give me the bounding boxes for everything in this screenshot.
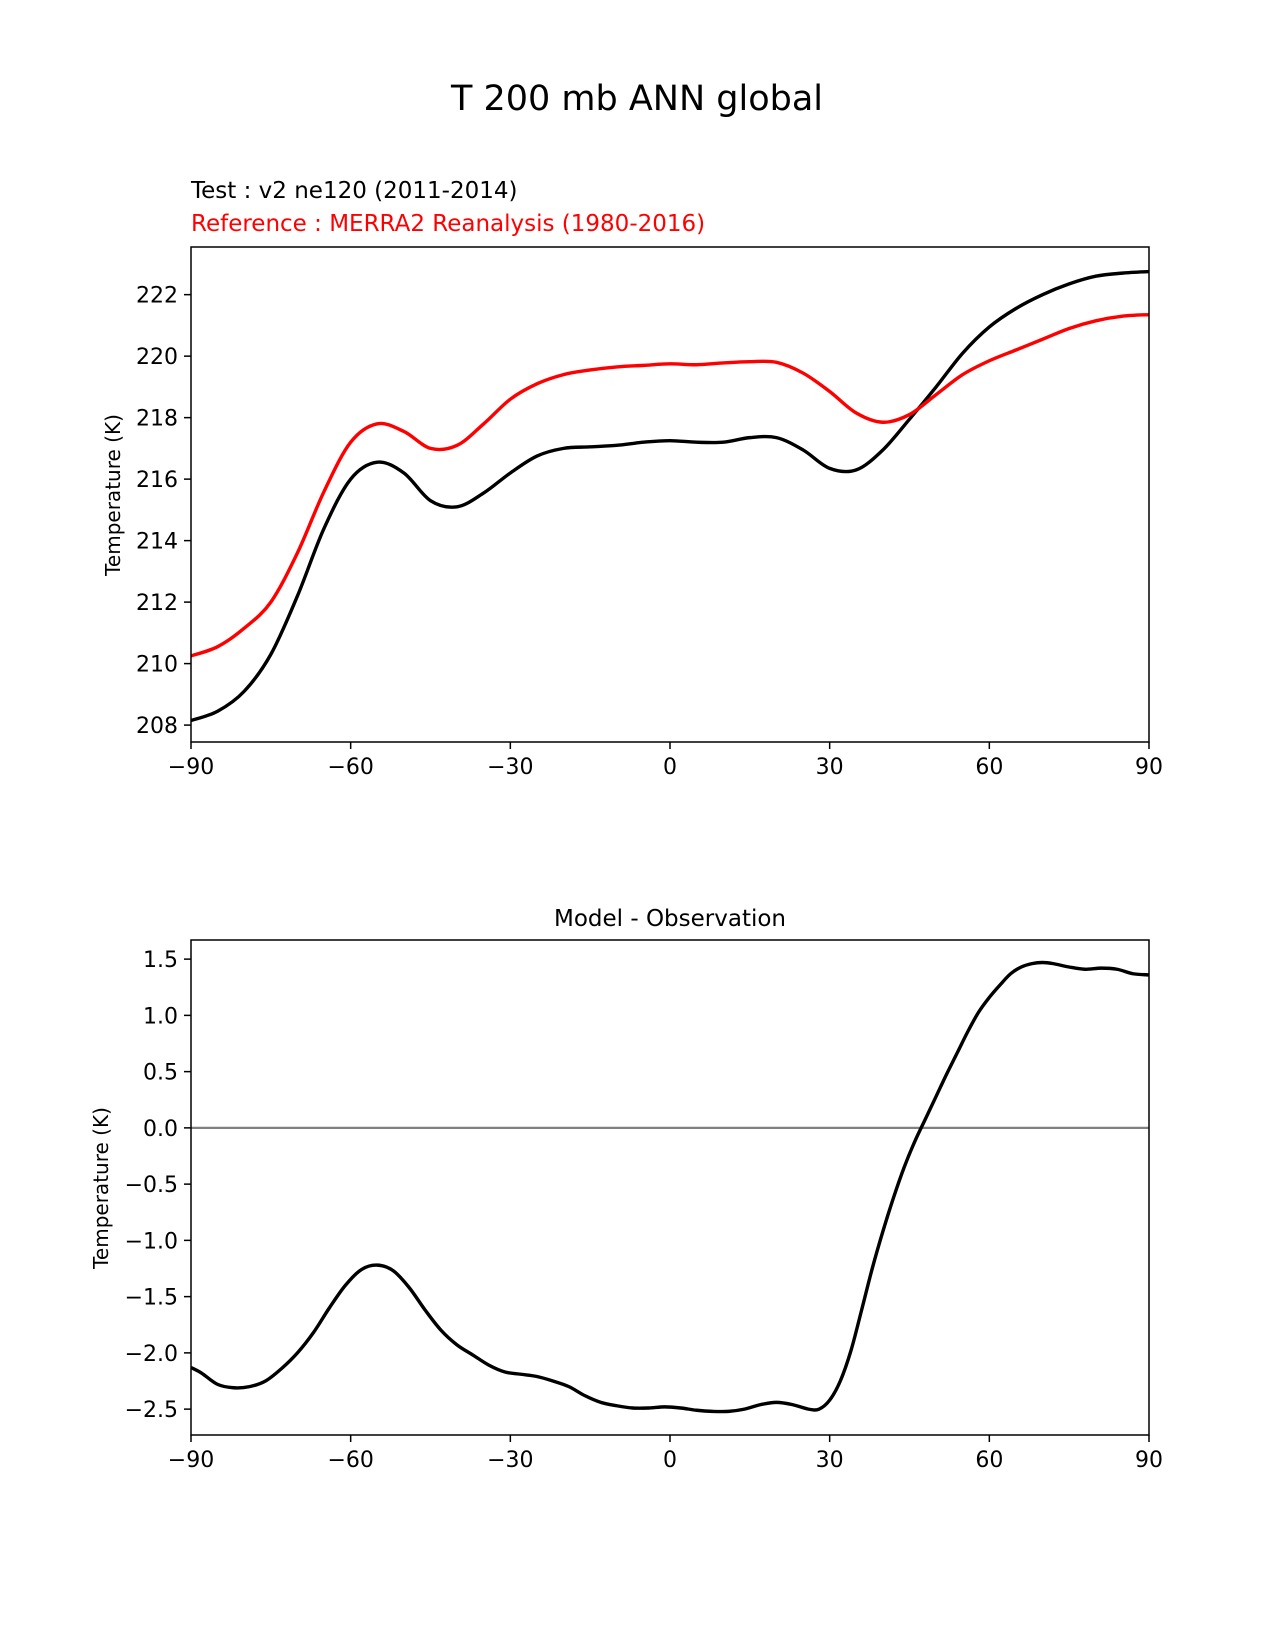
top-y-tick-label: 210 <box>136 653 178 678</box>
top-series <box>190 269 1150 723</box>
bottom-plot-frame <box>190 939 1150 1436</box>
bottom-x-tick-label: 30 <box>816 1448 844 1473</box>
top-y-axis-label: Temperature (K) <box>101 414 125 577</box>
bottom-y-tick-label: 0.0 <box>143 1117 178 1142</box>
difference-title: Model - Observation <box>554 906 786 932</box>
bottom-x-tick-label: 90 <box>1135 1448 1163 1473</box>
top-y-tick-label: 212 <box>136 591 178 616</box>
bottom-y-tick-label: −1.0 <box>125 1229 178 1254</box>
bottom-y-tick-label: 1.0 <box>143 1004 178 1029</box>
top-y-tick-label: 220 <box>136 345 178 370</box>
bottom-y-tick-label: 0.5 <box>143 1061 178 1086</box>
top-x-tick-label: 30 <box>816 755 844 780</box>
bottom-axis-ticks: −90 −60 −30 0 30 60 90 −2.5 −2.0 −1.5 −1.0 −0.5 0.0 0… <box>125 948 1163 1473</box>
reference-title: Reference : MERRA2 Reanalysis (1980-2016… <box>191 211 705 237</box>
top-x-tick-label: −60 <box>327 755 373 780</box>
bottom-x-tick-label: 0 <box>663 1448 677 1473</box>
bottom-x-tick-label: −90 <box>168 1448 214 1473</box>
top-x-tick-label: −90 <box>168 755 214 780</box>
bottom-y-axis-label: Temperature (K) <box>89 1107 113 1270</box>
top-x-tick-label: 60 <box>975 755 1003 780</box>
bottom-y-tick-label: −2.5 <box>125 1398 178 1423</box>
figure-title: T 200 mb ANN global <box>450 79 823 119</box>
bottom-x-tick-label: −30 <box>487 1448 533 1473</box>
bottom-series-line-0 <box>190 960 1150 1414</box>
top-y-tick-label: 208 <box>136 714 178 739</box>
bottom-y-tick-label: −2.0 <box>125 1342 178 1367</box>
top-y-tick-label: 214 <box>136 530 178 555</box>
bottom-x-tick-label: 60 <box>975 1448 1003 1473</box>
top-series-line-1 <box>190 312 1150 658</box>
top-y-tick-label: 216 <box>136 468 178 493</box>
top-x-tick-label: −30 <box>487 755 533 780</box>
bottom-y-tick-label: −0.5 <box>125 1173 178 1198</box>
top-y-tick-label: 218 <box>136 407 178 432</box>
top-panel: Test : v2 ne120 (2011-2014) Reference : … <box>101 178 1163 780</box>
top-series-line-0 <box>190 269 1150 723</box>
bottom-series <box>190 960 1150 1414</box>
top-x-tick-label: 0 <box>663 755 677 780</box>
test-title: Test : v2 ne120 (2011-2014) <box>190 178 517 204</box>
top-axis-ticks: −90 −60 −30 0 30 60 90 208 210 212 214 216 218 220 222 <box>136 284 1163 780</box>
top-x-tick-label: 90 <box>1135 755 1163 780</box>
bottom-x-tick-label: −60 <box>327 1448 373 1473</box>
bottom-panel: Model - Observation Temperature (K) −90−… <box>89 906 1163 1473</box>
bottom-y-tick-label: 1.5 <box>143 948 178 973</box>
bottom-y-tick-label: −1.5 <box>125 1286 178 1311</box>
top-y-tick-label: 222 <box>136 284 178 309</box>
top-plot-frame <box>190 246 1150 743</box>
